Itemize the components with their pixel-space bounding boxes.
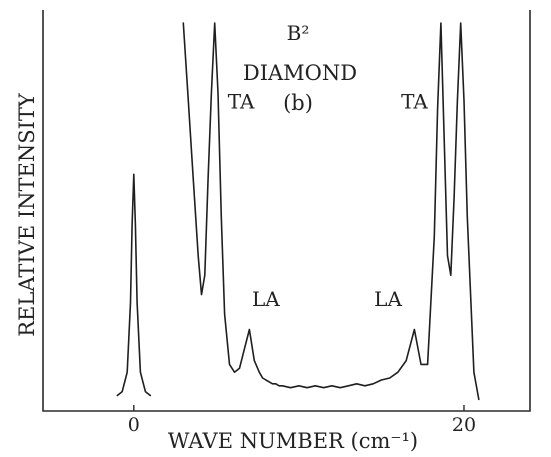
annotation-la-2: LA [374, 287, 402, 311]
plot-frame [42, 10, 531, 412]
x-tick-label-1: 20 [452, 414, 476, 436]
series-layer [116, 22, 480, 401]
x-tick-label-0: 0 [128, 414, 140, 436]
sample-label: B² [287, 21, 310, 45]
tick-layer [133, 405, 465, 411]
y-axis-label: RELATIVE INTENSITY [15, 92, 39, 337]
x-axis-label: WAVE NUMBER (cm⁻¹) [168, 429, 418, 453]
annotation-la-1: LA [252, 287, 280, 311]
annotation-ta-0: TA [228, 89, 255, 113]
annotation-layer: TA LA LA TA [228, 89, 429, 311]
chart-title: DIAMOND [243, 61, 357, 85]
series-line-1 [182, 22, 480, 401]
annotation-ta-3: TA [401, 89, 428, 113]
series-line-0 [116, 173, 152, 397]
panel-label: (b) [283, 91, 313, 115]
tick-label-layer: 0 20 [128, 414, 476, 436]
